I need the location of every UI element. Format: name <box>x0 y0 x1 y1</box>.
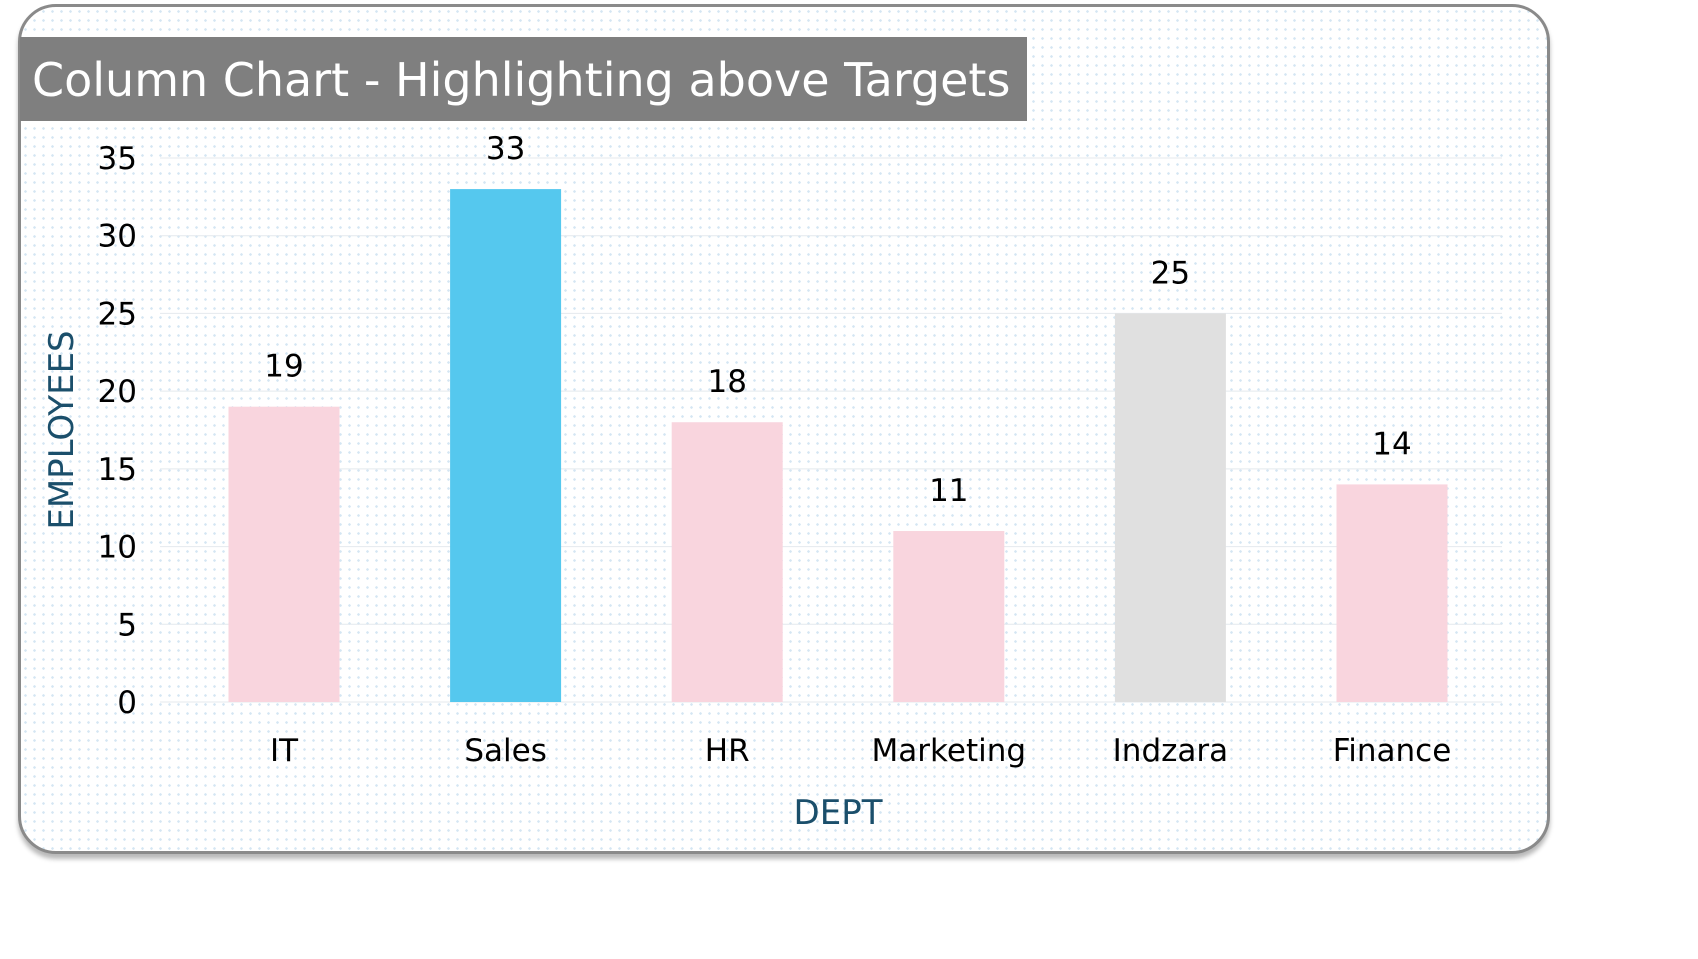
data-label: 18 <box>707 364 746 400</box>
x-axis-labels: IT Sales HR Marketing Indzara Finance <box>270 733 1451 769</box>
x-category-label: Finance <box>1333 733 1452 769</box>
x-category-label: IT <box>270 733 299 769</box>
x-category-label: HR <box>705 733 750 769</box>
bars <box>228 189 1448 703</box>
bar-marketing <box>893 531 1005 702</box>
y-axis-title: EMPLOYEES <box>42 330 82 529</box>
bar-it <box>228 406 340 702</box>
y-axis-ticks: 0 5 10 15 20 25 30 35 <box>98 141 137 721</box>
x-axis-title: DEPT <box>794 793 883 833</box>
chart-title: Column Chart - Highlighting above Target… <box>32 53 1011 107</box>
data-label: 11 <box>929 473 968 509</box>
title-bar <box>20 37 1027 121</box>
bar-finance <box>1336 484 1448 702</box>
y-tick-label: 15 <box>98 452 137 488</box>
bar-indzara <box>1114 313 1226 702</box>
data-label: 33 <box>486 131 525 167</box>
y-tick-label: 20 <box>98 374 137 410</box>
data-labels: 19 33 18 11 25 14 <box>264 131 1411 509</box>
data-label: 19 <box>264 349 303 385</box>
data-label: 25 <box>1151 255 1190 291</box>
bar-sales <box>450 189 562 703</box>
data-label: 14 <box>1372 426 1411 462</box>
x-category-label: Indzara <box>1113 733 1228 769</box>
gridlines <box>160 157 1502 703</box>
y-tick-label: 25 <box>98 296 137 332</box>
y-tick-label: 30 <box>98 219 137 255</box>
bar-hr <box>671 422 783 702</box>
y-tick-label: 0 <box>117 685 137 721</box>
y-tick-label: 10 <box>98 530 137 566</box>
chart-card <box>18 4 1550 854</box>
y-tick-label: 35 <box>98 141 137 177</box>
x-category-label: Marketing <box>872 733 1027 769</box>
x-category-label: Sales <box>464 733 547 769</box>
y-tick-label: 5 <box>117 607 137 643</box>
